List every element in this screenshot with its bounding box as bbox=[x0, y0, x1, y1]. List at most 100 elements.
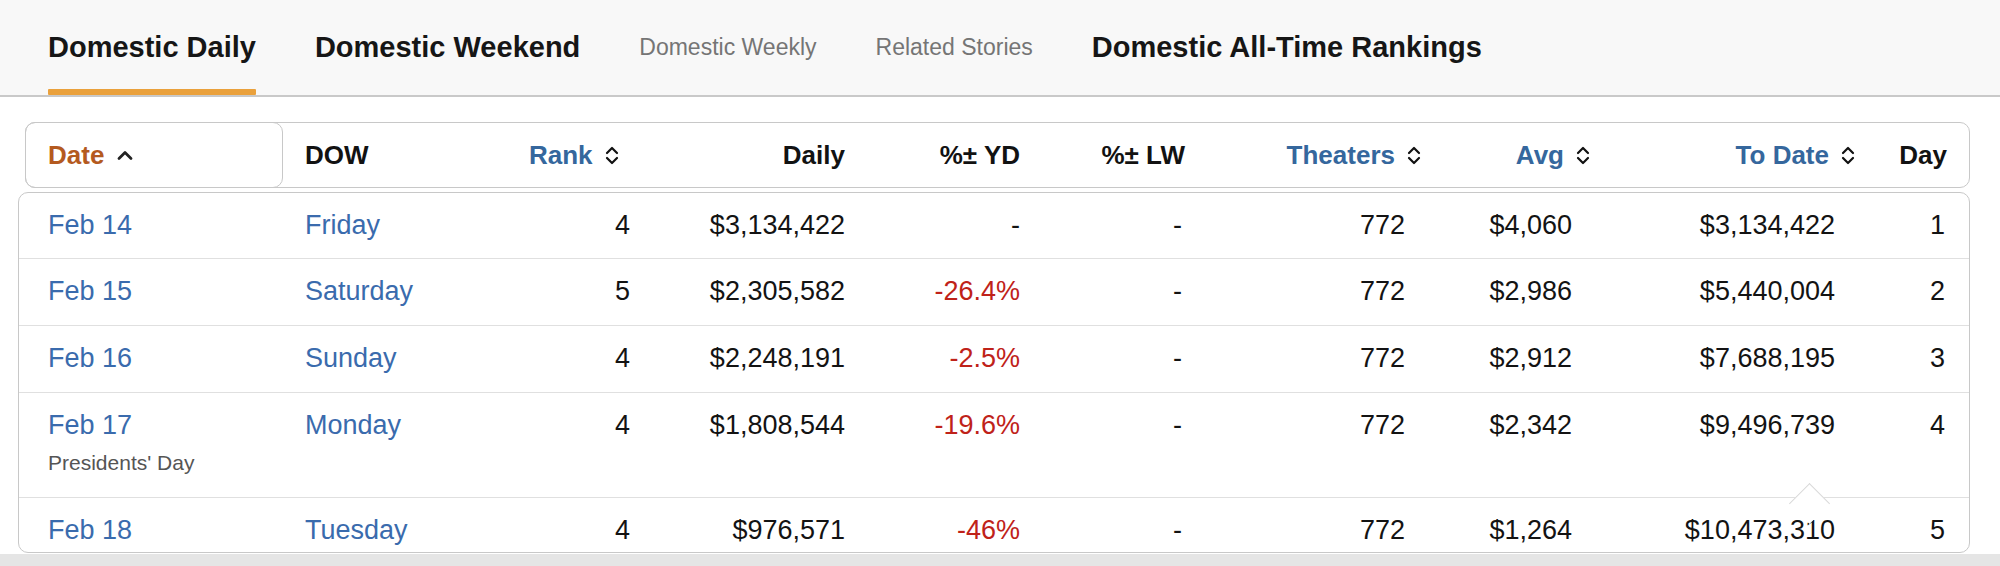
date-cell: Feb 17 Presidents' Day bbox=[26, 393, 283, 475]
table-row: Feb 18 Tuesday 4 $976,571 -46% - 772 $1,… bbox=[19, 497, 1969, 553]
column-header-label: Day bbox=[1899, 140, 1947, 170]
dow-cell: Friday bbox=[283, 193, 510, 242]
rank-cell: 5 bbox=[510, 259, 630, 308]
tab-domestic-all-time-rankings[interactable]: Domestic All-Time Rankings bbox=[1092, 0, 1482, 95]
dow-cell: Tuesday bbox=[283, 498, 510, 547]
dow-cell: Sunday bbox=[283, 326, 510, 375]
pct-lw-cell: - bbox=[1045, 326, 1210, 375]
table-row: Feb 16 Sunday 4 $2,248,191 -2.5% - 772 $… bbox=[19, 325, 1969, 392]
column-header-theaters[interactable]: Theaters bbox=[1210, 140, 1430, 171]
table-row: Feb 17 Presidents' Day Monday 4 $1,808,5… bbox=[19, 392, 1969, 497]
dow-link[interactable]: Sunday bbox=[305, 343, 397, 373]
dow-link[interactable]: Monday bbox=[305, 410, 401, 440]
active-tab-underline bbox=[48, 89, 256, 95]
column-header-avg[interactable]: Avg bbox=[1430, 140, 1600, 171]
column-header-day: Day bbox=[1860, 140, 1971, 171]
avg-cell: $2,912 bbox=[1430, 326, 1600, 375]
to-date-cell: $7,688,195 bbox=[1600, 326, 1860, 375]
column-header-label: To Date bbox=[1736, 140, 1829, 171]
pct-lw-cell: - bbox=[1045, 498, 1210, 547]
to-date-cell: $9,496,739 bbox=[1600, 393, 1860, 442]
tab-domestic-weekend[interactable]: Domestic Weekend bbox=[315, 0, 580, 95]
pct-lw-cell: - bbox=[1045, 259, 1210, 308]
sort-toggle-icon bbox=[1407, 146, 1421, 165]
rank-cell: 4 bbox=[510, 326, 630, 375]
column-header-date[interactable]: Date bbox=[26, 140, 283, 171]
tab-related-stories[interactable]: Related Stories bbox=[876, 0, 1033, 95]
column-header-to-date[interactable]: To Date bbox=[1600, 140, 1860, 171]
rank-cell: 4 bbox=[510, 393, 630, 442]
rank-cell: 4 bbox=[510, 498, 630, 547]
date-link[interactable]: Feb 14 bbox=[48, 208, 283, 242]
sort-ascending-icon bbox=[116, 149, 134, 161]
to-date-cell: $3,134,422 bbox=[1600, 193, 1860, 242]
column-header-label: %± YD bbox=[940, 140, 1020, 170]
column-header-rank[interactable]: Rank bbox=[510, 140, 630, 171]
table-body-card: Feb 14 Friday 4 $3,134,422 - - 772 $4,06… bbox=[18, 192, 1970, 553]
day-number-cell: 1 bbox=[1860, 193, 1970, 242]
avg-cell: $2,342 bbox=[1430, 393, 1600, 442]
sort-toggle-icon bbox=[1841, 146, 1855, 165]
theaters-cell: 772 bbox=[1210, 193, 1430, 242]
daily-gross-cell: $2,248,191 bbox=[630, 326, 870, 375]
avg-cell: $1,264 bbox=[1430, 498, 1600, 547]
rank-cell: 4 bbox=[510, 193, 630, 242]
dow-link[interactable]: Saturday bbox=[305, 276, 413, 306]
theaters-cell: 772 bbox=[1210, 498, 1430, 547]
daily-gross-cell: $3,134,422 bbox=[630, 193, 870, 242]
column-header-label: Avg bbox=[1516, 140, 1564, 171]
date-cell: Feb 18 bbox=[26, 498, 283, 547]
tab-domestic-weekly[interactable]: Domestic Weekly bbox=[639, 0, 816, 95]
sort-toggle-icon bbox=[1576, 146, 1590, 165]
pct-yd-cell: -46% bbox=[870, 498, 1045, 547]
column-header-label: DOW bbox=[305, 140, 369, 170]
table-header-row: Date DOW Rank Daily %± YD %± LW Theaters… bbox=[25, 122, 1970, 188]
daily-gross-cell: $1,808,544 bbox=[630, 393, 870, 442]
sort-toggle-icon bbox=[605, 146, 619, 165]
column-header-dow: DOW bbox=[283, 140, 510, 171]
to-date-cell: $5,440,004 bbox=[1600, 259, 1860, 308]
dow-link[interactable]: Tuesday bbox=[305, 515, 408, 545]
pct-lw-cell: - bbox=[1045, 193, 1210, 242]
pct-yd-cell: -2.5% bbox=[870, 326, 1045, 375]
day-number-cell: 5 bbox=[1860, 498, 1970, 547]
table-row: Feb 15 Saturday 5 $2,305,582 -26.4% - 77… bbox=[19, 258, 1969, 325]
date-link[interactable]: Feb 15 bbox=[48, 274, 283, 308]
dow-cell: Saturday bbox=[283, 259, 510, 308]
column-header-label: Rank bbox=[529, 140, 593, 171]
column-header-daily: Daily bbox=[630, 140, 870, 171]
holiday-note: Presidents' Day bbox=[48, 451, 283, 475]
tab-label: Domestic Weekly bbox=[639, 34, 816, 61]
date-link[interactable]: Feb 17 bbox=[48, 408, 283, 442]
page-background-strip bbox=[0, 554, 2000, 566]
date-link[interactable]: Feb 16 bbox=[48, 341, 283, 375]
dow-link[interactable]: Friday bbox=[305, 210, 380, 240]
pct-yd-cell: -19.6% bbox=[870, 393, 1045, 442]
pct-yd-cell: -26.4% bbox=[870, 259, 1045, 308]
date-cell: Feb 15 bbox=[26, 259, 283, 308]
day-number-cell: 2 bbox=[1860, 259, 1970, 308]
column-header-pct-lw: %± LW bbox=[1045, 140, 1210, 171]
tab-label: Related Stories bbox=[876, 34, 1033, 61]
avg-cell: $2,986 bbox=[1430, 259, 1600, 308]
theaters-cell: 772 bbox=[1210, 326, 1430, 375]
column-header-label: Theaters bbox=[1287, 140, 1395, 171]
tab-bar: Domestic Daily Domestic Weekend Domestic… bbox=[0, 0, 2000, 97]
theaters-cell: 772 bbox=[1210, 259, 1430, 308]
tab-label: Domestic Daily bbox=[48, 31, 256, 64]
day-number-cell: 3 bbox=[1860, 326, 1970, 375]
tab-label: Domestic Weekend bbox=[315, 31, 580, 64]
column-header-label: %± LW bbox=[1101, 140, 1185, 170]
date-cell: Feb 16 bbox=[26, 326, 283, 375]
daily-gross-cell: $976,571 bbox=[630, 498, 870, 547]
tab-domestic-daily[interactable]: Domestic Daily bbox=[48, 0, 256, 95]
column-header-pct-yd: %± YD bbox=[870, 140, 1045, 171]
daily-gross-cell: $2,305,582 bbox=[630, 259, 870, 308]
date-cell: Feb 14 bbox=[26, 193, 283, 242]
avg-cell: $4,060 bbox=[1430, 193, 1600, 242]
column-header-label: Daily bbox=[783, 140, 845, 170]
theaters-cell: 772 bbox=[1210, 393, 1430, 442]
tab-label: Domestic All-Time Rankings bbox=[1092, 31, 1482, 64]
day-number-cell: 4 bbox=[1860, 393, 1970, 442]
date-link[interactable]: Feb 18 bbox=[48, 513, 283, 547]
